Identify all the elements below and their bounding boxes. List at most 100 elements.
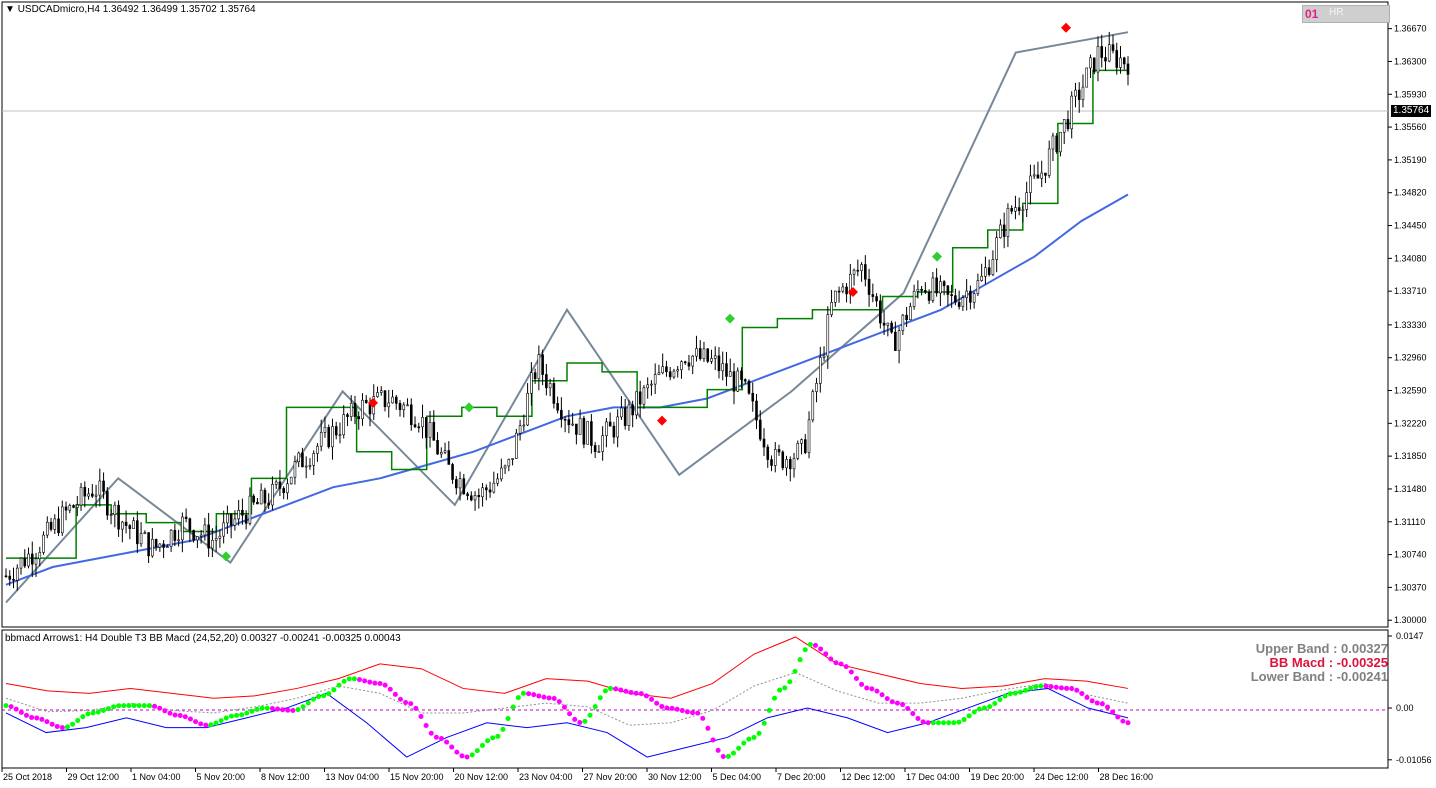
candle-body — [1021, 209, 1025, 211]
candle-body — [121, 521, 124, 530]
candle-body — [248, 495, 252, 524]
price-axis-label: 1.32960 — [1394, 353, 1427, 363]
macd-dot — [602, 688, 608, 694]
candle-body — [98, 480, 102, 496]
candle-body — [897, 330, 901, 351]
macd-dot — [479, 742, 485, 748]
price-axis[interactable]: 1.36670 1.36300 1.35930 1.35560 1.35190 1.348… — [1388, 24, 1427, 626]
candle-body — [394, 396, 398, 404]
candle-body — [376, 392, 379, 397]
candle-body — [627, 404, 631, 426]
candle-body — [113, 504, 117, 515]
macd-dot — [741, 740, 747, 746]
macd-dot — [941, 720, 947, 726]
candle-body — [278, 481, 282, 489]
price-chart[interactable]: 1.36670 1.36300 1.35930 1.35560 1.35190 1.348… — [0, 0, 1436, 628]
moving-average-line — [5, 193, 1129, 586]
candle-body — [57, 518, 60, 534]
candle-body — [687, 362, 691, 367]
candle-body — [623, 407, 627, 426]
candle-body — [229, 513, 233, 526]
time-axis-label: 19 Dec 20:00 — [971, 772, 1025, 782]
candle-body — [1010, 208, 1013, 212]
candle-body — [477, 495, 481, 498]
candle-body — [683, 361, 687, 364]
candle-body — [758, 419, 762, 440]
candle-body — [1122, 57, 1126, 65]
macd-dot — [454, 749, 460, 755]
macd-dot — [105, 706, 111, 712]
macd-dot — [249, 708, 255, 714]
signal-markers — [221, 22, 1071, 562]
hr-badge[interactable]: 01 HR — [1302, 5, 1390, 23]
candle-body — [530, 372, 533, 394]
macd-indicator-window[interactable]: 0.0147 0.00 -0.01056 25 Oct 2018 29 Oct 12:… — [0, 628, 1436, 788]
candle-body — [942, 281, 946, 287]
candle-body — [593, 445, 597, 453]
candle-body — [800, 439, 803, 444]
macd-dot — [889, 699, 895, 705]
macd-dot — [8, 704, 14, 710]
macd-dot — [807, 642, 813, 648]
price-axis-label: 1.31110 — [1394, 517, 1425, 527]
macd-dot — [541, 694, 547, 700]
macd-dot — [39, 716, 45, 722]
candle-body — [706, 348, 710, 362]
candle-body — [485, 487, 488, 491]
mid-band-line — [5, 671, 1129, 726]
macd-dot — [531, 692, 537, 698]
macd-dot — [290, 707, 296, 713]
candle-body — [950, 294, 953, 296]
macd-dot — [70, 721, 76, 727]
chart-menu-icon[interactable]: ▼ — [5, 4, 15, 15]
candle-body — [211, 539, 214, 549]
candle-body — [286, 483, 289, 494]
candle-body — [533, 372, 537, 380]
candlesticks — [4, 31, 1130, 591]
candle-body — [717, 355, 721, 372]
macd-dot — [351, 676, 357, 682]
candle-body — [222, 522, 225, 537]
candle-body — [23, 557, 27, 567]
macd-dot — [690, 710, 696, 716]
candle-body — [736, 370, 740, 392]
candle-body — [1115, 50, 1119, 68]
time-axis-label: 25 Oct 2018 — [3, 772, 52, 782]
macd-dot — [316, 694, 322, 700]
candle-body — [308, 464, 312, 467]
candle-body — [1002, 224, 1006, 237]
candle-body — [886, 322, 890, 326]
macd-dot — [172, 712, 178, 718]
candle-body — [424, 417, 428, 438]
candle-body — [364, 399, 368, 403]
candle-body — [770, 459, 773, 466]
time-axis-label: 29 Oct 12:00 — [68, 772, 120, 782]
macd-axis[interactable]: 0.0147 0.00 -0.01056 — [1388, 631, 1432, 765]
candle-body — [777, 449, 781, 453]
buy-arrow-marker — [725, 313, 735, 324]
macd-dot — [838, 661, 844, 667]
candle-body — [792, 457, 796, 470]
candle-body — [785, 459, 788, 469]
candle-body — [766, 446, 770, 460]
macd-dot — [946, 720, 952, 726]
candle-body — [781, 451, 785, 469]
time-axis-label: 27 Nov 20:00 — [584, 772, 638, 782]
candle-body — [462, 478, 466, 495]
price-axis-label: 1.32220 — [1394, 418, 1427, 428]
macd-dot — [720, 753, 726, 759]
macd-dot — [500, 726, 506, 732]
macd-dot — [111, 704, 117, 710]
macd-dot — [449, 744, 455, 750]
macd-dot — [29, 714, 35, 720]
candle-body — [432, 421, 436, 441]
macd-dot — [915, 715, 921, 721]
macd-dot — [961, 717, 967, 723]
candle-body — [297, 452, 300, 463]
macd-dot — [618, 687, 624, 693]
macd-dot — [305, 700, 311, 706]
candle-body — [481, 487, 484, 498]
candle-body — [515, 432, 518, 459]
candle-body — [646, 384, 649, 389]
macd-dot — [1048, 684, 1054, 690]
